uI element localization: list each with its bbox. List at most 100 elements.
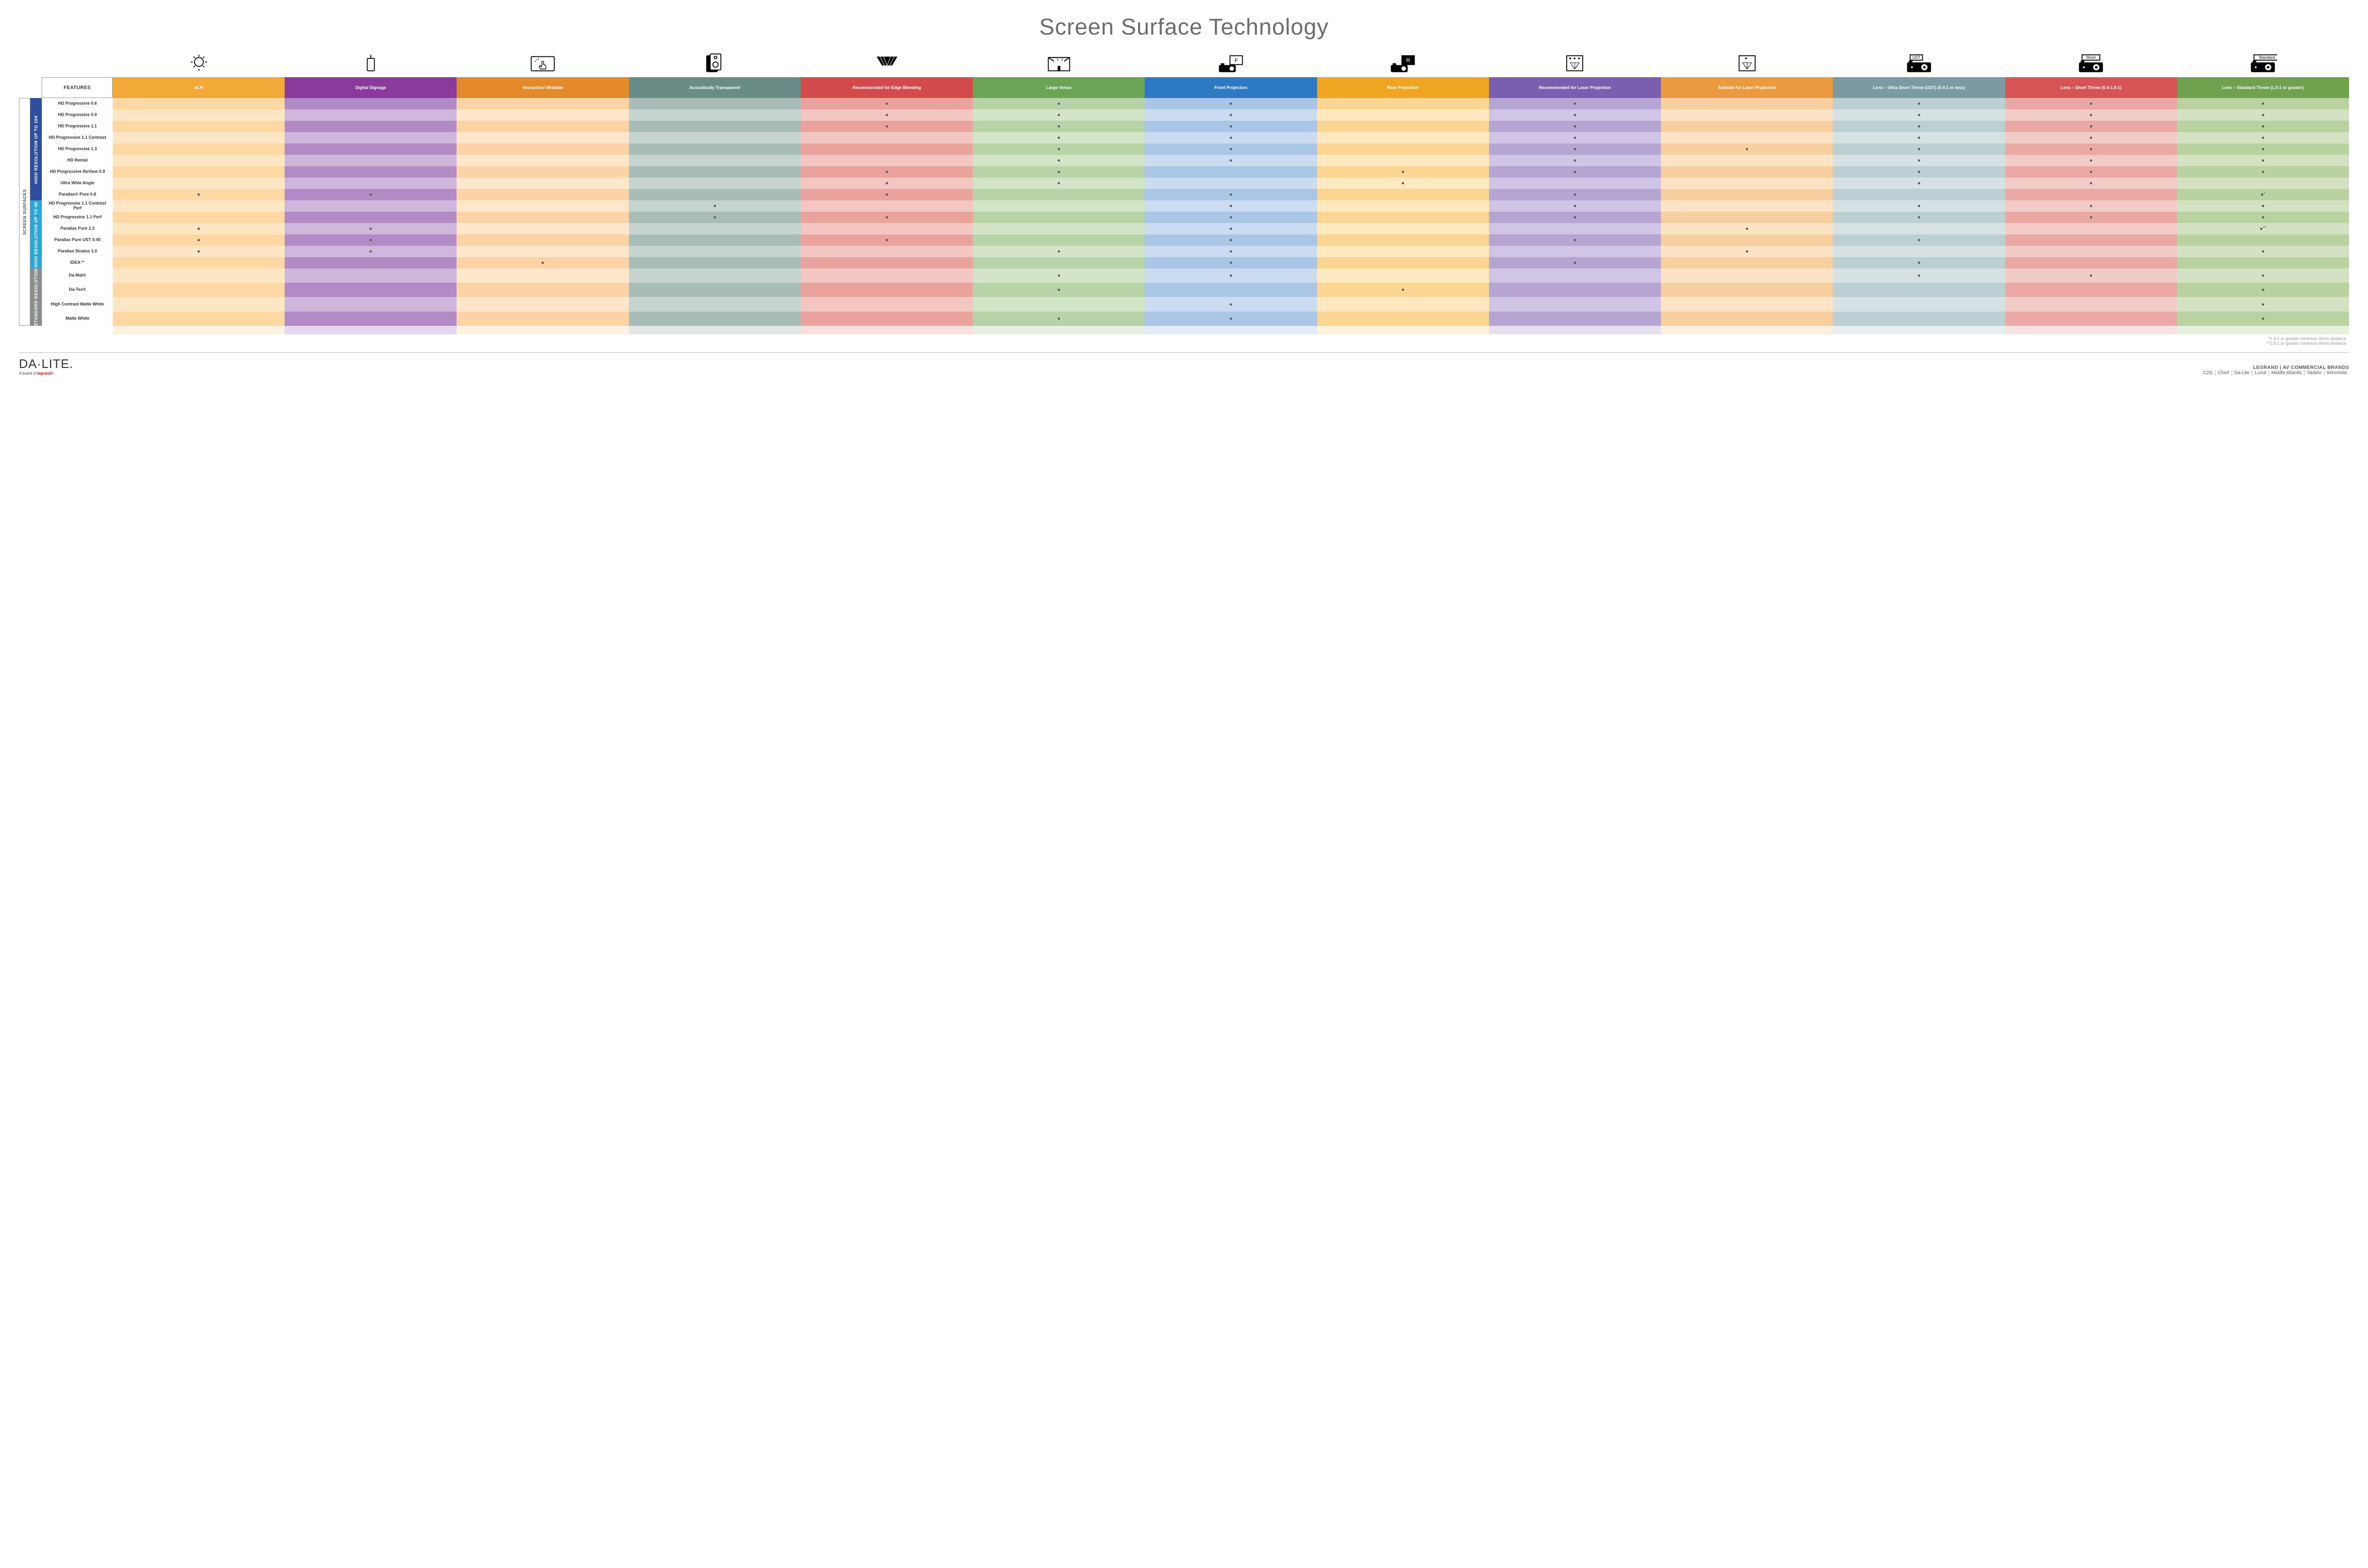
feature-17: High Contrast Matte White — [42, 297, 113, 311]
cell-2-1 — [285, 121, 457, 132]
cell-2-6 — [1145, 121, 1317, 132]
cell-18-4 — [801, 312, 973, 326]
cell-5-7 — [1317, 155, 1489, 166]
cell-8-5 — [973, 189, 1145, 200]
cell-17-4 — [801, 297, 973, 311]
cell-6-0 — [113, 166, 285, 178]
cell-8-3 — [629, 189, 801, 200]
cell-10-5 — [973, 212, 1145, 223]
cell-3-7 — [1317, 132, 1489, 143]
cell-11-8 — [1489, 223, 1661, 234]
cell-1-6 — [1145, 109, 1317, 121]
cell-5-10 — [1833, 155, 2005, 166]
feature-5: HD Rental — [42, 155, 113, 166]
cell-2-5 — [973, 121, 1145, 132]
cell-18-6 — [1145, 312, 1317, 326]
cell-15-6 — [1145, 269, 1317, 283]
cell-13-7 — [1317, 246, 1489, 257]
cell-5-4 — [801, 155, 973, 166]
cell-3-8 — [1489, 132, 1661, 143]
ust-icon: UST — [1833, 50, 2005, 77]
cell-0-9 — [1661, 98, 1833, 109]
cell-16-5 — [973, 283, 1145, 297]
cell-1-5 — [973, 109, 1145, 121]
cell-16-2 — [457, 283, 628, 297]
cell-18-5 — [973, 312, 1145, 326]
category-0: HIGH RESOLUTION UP TO 16K — [30, 98, 42, 200]
cell-10-8 — [1489, 212, 1661, 223]
cell-10-10 — [1833, 212, 2005, 223]
cell-11-4 — [801, 223, 973, 234]
cell-3-6 — [1145, 132, 1317, 143]
cell-10-12 — [2177, 212, 2349, 223]
cell-18-3 — [629, 312, 801, 326]
cell-9-1 — [285, 200, 457, 212]
cell-3-3 — [629, 132, 801, 143]
cell-4-7 — [1317, 143, 1489, 155]
cell-6-1 — [285, 166, 457, 178]
feature-18: Matte White — [42, 312, 113, 326]
cell-9-5 — [973, 200, 1145, 212]
brand-logo: DA·LITE. A brand of legrand® — [19, 357, 73, 376]
cell-14-11 — [2005, 257, 2177, 269]
cell-11-10 — [1833, 223, 2005, 234]
cell-7-2 — [457, 178, 628, 189]
cell-18-9 — [1661, 312, 1833, 326]
svg-text:F: F — [1235, 57, 1238, 63]
cell-8-9 — [1661, 189, 1833, 200]
cell-1-10 — [1833, 109, 2005, 121]
svg-text:UST: UST — [1912, 55, 1920, 60]
cell-5-6 — [1145, 155, 1317, 166]
feature-13: Parallax Stratos 1.0 — [42, 246, 113, 257]
cell-15-0 — [113, 269, 285, 283]
cell-17-0 — [113, 297, 285, 311]
cell-8-11 — [2005, 189, 2177, 200]
cell-0-6 — [1145, 98, 1317, 109]
cell-0-1 — [285, 98, 457, 109]
cell-3-5 — [973, 132, 1145, 143]
cell-8-6 — [1145, 189, 1317, 200]
cell-11-7 — [1317, 223, 1489, 234]
cell-10-7 — [1317, 212, 1489, 223]
cell-10-2 — [457, 212, 628, 223]
feature-15: Da-Mat® — [42, 269, 113, 283]
col-header-12: Lens – Standard Throw (1.0:1 or greater) — [2177, 77, 2349, 98]
feature-12: Parallax Pure UST 0.45 — [42, 234, 113, 246]
cell-14-9 — [1661, 257, 1833, 269]
cell-0-3 — [629, 98, 801, 109]
features-header: FEATURES — [42, 77, 113, 98]
cell-1-11 — [2005, 109, 2177, 121]
col-header-4: Recommended for Edge Blending — [801, 77, 973, 98]
col-header-3: Acoustically Transparent — [629, 77, 801, 98]
col-header-0: ALR — [113, 77, 285, 98]
svg-text:Short: Short — [2086, 55, 2096, 60]
cell-1-1 — [285, 109, 457, 121]
cell-12-11 — [2005, 234, 2177, 246]
cell-11-3 — [629, 223, 801, 234]
cell-9-0 — [113, 200, 285, 212]
cell-13-12 — [2177, 246, 2349, 257]
cell-14-6 — [1145, 257, 1317, 269]
cell-14-8 — [1489, 257, 1661, 269]
cell-9-11 — [2005, 200, 2177, 212]
cell-6-6 — [1145, 166, 1317, 178]
cell-16-1 — [285, 283, 457, 297]
cell-1-0 — [113, 109, 285, 121]
col-header-8: Recommended for Laser Projection — [1489, 77, 1661, 98]
cell-5-8 — [1489, 155, 1661, 166]
cell-15-5 — [973, 269, 1145, 283]
cell-7-8 — [1489, 178, 1661, 189]
cell-15-4 — [801, 269, 973, 283]
cell-9-7 — [1317, 200, 1489, 212]
cell-5-3 — [629, 155, 801, 166]
cell-17-1 — [285, 297, 457, 311]
cell-18-11 — [2005, 312, 2177, 326]
cell-11-12 — [2177, 223, 2349, 234]
cell-6-3 — [629, 166, 801, 178]
cell-6-11 — [2005, 166, 2177, 178]
cell-3-4 — [801, 132, 973, 143]
cell-18-8 — [1489, 312, 1661, 326]
feature-9: HD Progressive 1.1 Contrast Perf — [42, 200, 113, 212]
feature-1: HD Progressive 0.9 — [42, 109, 113, 121]
cell-3-9 — [1661, 132, 1833, 143]
